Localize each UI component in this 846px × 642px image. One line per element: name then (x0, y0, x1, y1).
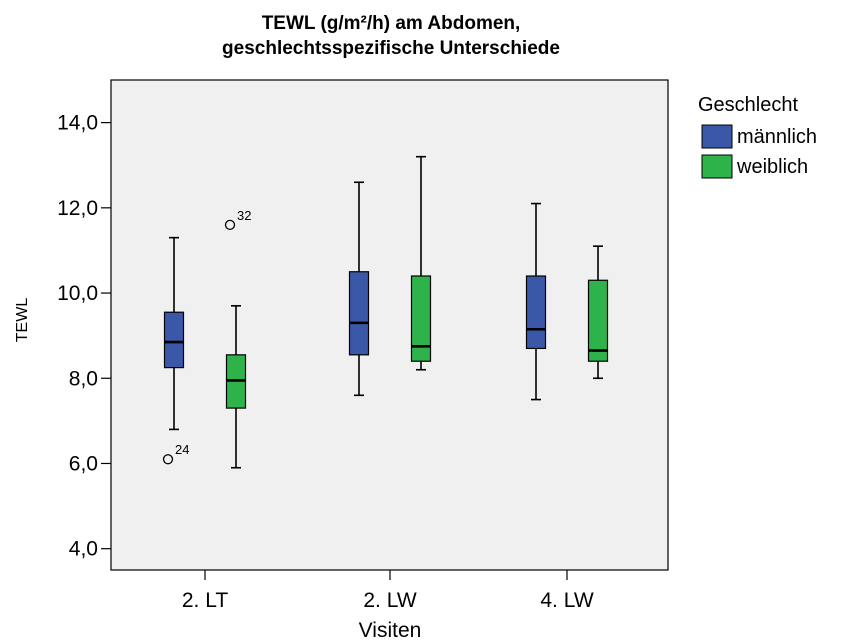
x-tick-label: 2. LW (363, 589, 416, 612)
box-series: 24 32 (162, 155, 609, 469)
x-tick-label: 4. LW (540, 589, 593, 612)
legend-title: Geschlecht (698, 94, 798, 116)
box-maennlich (525, 275, 547, 350)
outlier-point (162, 454, 174, 465)
y-tick-label: 6,0 (69, 452, 98, 475)
y-tick-label: 14,0 (57, 112, 98, 135)
plot-area (110, 79, 669, 571)
y-tick-label: 12,0 (57, 197, 98, 220)
x-axis-label: Visiten (359, 619, 422, 642)
legend-label-weiblich: weiblich (736, 156, 808, 178)
chart-title-line2: geschlechtsspezifische Unterschiede (222, 38, 560, 59)
outlier-point (224, 219, 236, 231)
y-tick-label: 10,0 (57, 282, 98, 305)
x-axis: 2. LT 2. LW 4. LW (182, 570, 594, 612)
chart-title-line1: TEWL (g/m²/h) am Abdomen, (262, 13, 521, 34)
legend: Geschlecht männlich weiblich (698, 94, 817, 179)
x-tick-label: 2. LT (182, 589, 228, 612)
outlier-label: 32 (237, 208, 251, 223)
y-tick-label: 8,0 (69, 367, 98, 390)
outlier-label: 24 (175, 442, 189, 457)
box-weiblich (587, 279, 609, 362)
legend-swatch-weiblich (701, 154, 733, 179)
legend-swatch-maennlich (701, 124, 733, 149)
box-maennlich (348, 271, 370, 356)
legend-label-maennlich: männlich (737, 126, 817, 148)
box-weiblich (410, 275, 432, 362)
y-tick-label: 4,0 (69, 538, 98, 561)
y-axis-label: TEWL (14, 298, 31, 343)
y-axis: 4,0 6,0 8,0 10,0 12,0 14,0 (57, 112, 111, 561)
box-maennlich (163, 311, 185, 369)
